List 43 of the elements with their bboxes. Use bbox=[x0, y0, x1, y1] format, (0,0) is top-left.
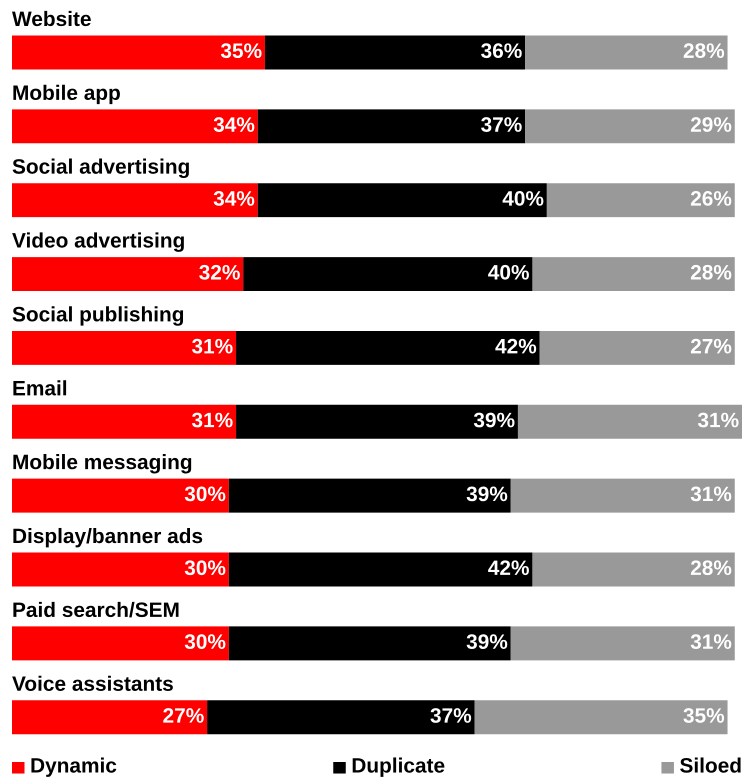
y-tick-label: Email bbox=[13, 380, 66, 396]
data-label: 39% bbox=[474, 412, 514, 428]
data-label: 34% bbox=[214, 191, 254, 206]
data-label: 30% bbox=[184, 486, 226, 502]
data-label: 39% bbox=[466, 486, 508, 502]
data-label: 31% bbox=[192, 412, 233, 428]
y-tick-label: Voice assistants bbox=[12, 676, 173, 691]
y-tick-label: Social advertising bbox=[12, 158, 189, 178]
data-label: 28% bbox=[684, 43, 724, 58]
data-label: 37% bbox=[481, 117, 522, 132]
data-label: 26% bbox=[690, 191, 732, 206]
data-label: 42% bbox=[495, 338, 536, 354]
y-tick-label: Paid search/SEM bbox=[13, 602, 179, 618]
data-label: 27% bbox=[690, 338, 732, 354]
y-tick-label: Social publishing bbox=[12, 306, 184, 326]
y-tick-label: Mobile app bbox=[13, 84, 120, 104]
y-tick-label: Mobile messaging bbox=[13, 454, 192, 474]
legend-label: Siloed bbox=[680, 757, 741, 773]
data-label: 30% bbox=[184, 560, 226, 576]
y-tick-label: Video advertising bbox=[12, 232, 184, 252]
legend-label: Dynamic bbox=[31, 757, 116, 777]
data-label: 31% bbox=[192, 338, 233, 354]
data-label: 42% bbox=[488, 560, 529, 576]
data-label: 40% bbox=[488, 264, 529, 280]
data-label: 35% bbox=[683, 708, 724, 723]
data-label: 35% bbox=[220, 43, 262, 58]
data-label: 31% bbox=[698, 412, 739, 428]
y-tick-label: Display/banner ads bbox=[13, 528, 202, 548]
data-label: 31% bbox=[690, 634, 732, 650]
data-label: 34% bbox=[214, 117, 254, 132]
data-label: 36% bbox=[481, 43, 522, 58]
data-label: 32% bbox=[199, 264, 240, 280]
y-tick-label: Website bbox=[12, 10, 91, 26]
data-label: 31% bbox=[690, 486, 732, 502]
data-label: 28% bbox=[690, 264, 732, 280]
data-label: 27% bbox=[163, 708, 204, 723]
legend-label: Duplicate bbox=[352, 757, 444, 777]
data-label: 37% bbox=[430, 708, 472, 723]
data-label: 29% bbox=[690, 117, 732, 132]
data-label: 30% bbox=[184, 634, 226, 650]
data-label: 39% bbox=[466, 634, 508, 650]
data-label: 28% bbox=[690, 560, 732, 576]
data-label: 40% bbox=[502, 191, 544, 206]
